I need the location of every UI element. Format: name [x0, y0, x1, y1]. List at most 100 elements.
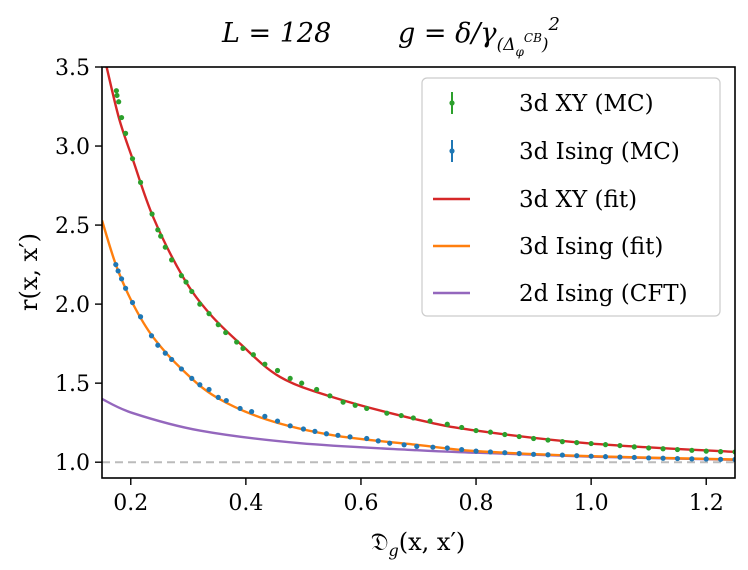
y-tick-label: 1.0	[55, 451, 90, 476]
data-point-3d-ising-mc	[401, 442, 407, 448]
data-point-3d-ising-mc	[223, 397, 229, 404]
data-point-3d-xy-mc	[197, 301, 203, 307]
data-point-3d-ising-mc	[364, 435, 370, 442]
data-point-3d-ising-mc	[323, 431, 330, 437]
data-point-3d-xy-mc	[189, 288, 195, 295]
data-point-3d-xy-mc	[113, 88, 119, 94]
data-point-3d-xy-mc	[340, 399, 346, 405]
data-point-3d-ising-mc	[487, 449, 494, 455]
data-point-3d-ising-mc	[689, 456, 695, 462]
data-point-3d-ising-mc	[430, 444, 436, 450]
data-point-3d-ising-mc	[197, 382, 203, 388]
series-line-2d-ising-cft	[102, 397, 735, 462]
data-point-3d-xy-mc	[410, 415, 416, 421]
data-point-3d-ising-mc	[169, 356, 175, 363]
data-point-3d-xy-mc	[206, 311, 212, 317]
data-point-3d-xy-mc	[718, 449, 724, 455]
data-point-3d-xy-mc	[234, 339, 240, 345]
data-point-3d-ising-mc	[115, 268, 121, 274]
title-right-subsup: CB	[524, 31, 542, 45]
data-point-3d-xy-mc	[473, 427, 479, 434]
data-point-3d-xy-mc	[158, 233, 164, 239]
x-tick-label: 0.4	[228, 491, 263, 516]
data-point-3d-ising-mc	[148, 333, 155, 339]
data-point-3d-xy-mc	[129, 156, 136, 162]
data-point-3d-ising-mc	[718, 456, 724, 462]
data-point-3d-xy-mc	[646, 445, 652, 451]
data-point-3d-xy-mc	[314, 386, 320, 393]
data-point-3d-xy-mc	[352, 402, 358, 408]
data-point-3d-xy-mc	[502, 431, 508, 438]
data-point-3d-xy-mc	[149, 211, 155, 217]
data-point-3d-xy-mc	[427, 418, 433, 424]
data-point-3d-ising-mc	[237, 405, 243, 412]
data-point-3d-ising-mc	[414, 443, 420, 449]
x-tick-label: 1.0	[574, 491, 609, 516]
data-point-3d-ising-mc	[375, 438, 381, 444]
data-point-3d-ising-mc	[660, 455, 666, 461]
data-point-3d-xy-mc	[398, 412, 404, 419]
data-point-3d-ising-mc	[122, 285, 129, 291]
data-point-3d-ising-mc	[274, 418, 281, 424]
title-right-sub: (Δ	[497, 35, 516, 55]
data-point-3d-xy-mc	[574, 439, 580, 446]
data-point-3d-ising-mc	[646, 455, 652, 461]
x-tick-label: 0.8	[459, 491, 494, 516]
x-axis: 0.2 0.4 0.6 0.8 1.0 1.2	[113, 478, 724, 516]
data-point-3d-xy-mc	[183, 279, 189, 285]
data-point-3d-ising-mc	[155, 342, 161, 348]
data-point-3d-ising-mc	[300, 426, 307, 432]
legend-label-3d-xy-fit: 3d XY (fit)	[519, 187, 637, 213]
data-point-3d-xy-mc	[287, 375, 293, 382]
data-point-3d-ising-mc	[473, 448, 479, 454]
data-point-3d-ising-mc	[287, 423, 293, 429]
data-point-3d-ising-mc	[347, 434, 353, 440]
y-tick-label: 3.0	[55, 135, 90, 160]
data-point-3d-xy-mc	[703, 448, 709, 454]
legend-label-3d-xy-mc: 3d XY (MC)	[519, 91, 654, 117]
data-point-3d-xy-mc	[178, 273, 185, 279]
y-axis: 1.0 1.5 2.0 2.5 3.0 3.5	[55, 56, 102, 476]
data-point-3d-ising-mc	[249, 409, 255, 415]
title-right-sup: 2	[548, 14, 560, 35]
data-point-3d-ising-mc	[459, 446, 465, 453]
data-point-3d-xy-mc	[617, 442, 623, 449]
data-point-3d-ising-mc	[588, 453, 594, 459]
data-point-3d-xy-mc	[118, 114, 125, 121]
data-point-3d-ising-mc	[262, 413, 268, 419]
data-point-3d-xy-mc	[660, 446, 666, 452]
data-point-3d-xy-mc	[689, 447, 695, 453]
data-point-3d-xy-mc	[122, 130, 129, 136]
legend: 3d XY (MC) 3d Ising (MC) 3d XY (fit) 3d Isi…	[421, 77, 721, 317]
data-point-3d-xy-mc	[327, 393, 333, 399]
data-point-3d-ising-mc	[444, 445, 450, 451]
data-point-3d-xy-mc	[274, 367, 281, 374]
data-point-3d-ising-mc	[178, 366, 185, 372]
data-point-3d-xy-mc	[545, 437, 551, 443]
y-tick-label: 3.5	[55, 56, 90, 81]
data-point-3d-xy-mc	[114, 92, 120, 99]
x-label-rest: (x, x′)	[399, 528, 466, 556]
title-right-main: g = δ/γ	[398, 18, 497, 49]
data-point-3d-xy-mc	[240, 345, 246, 351]
title-right: g = δ/γ(ΔφCB)2	[398, 14, 560, 59]
data-point-3d-ising-mc	[559, 452, 565, 458]
chart-title: L = 128 g = δ/γ(ΔφCB)2	[221, 14, 560, 59]
x-label-main: 𝔇	[371, 528, 389, 556]
data-point-3d-xy-mc	[674, 446, 681, 453]
data-point-3d-ising-mc	[574, 453, 580, 459]
data-point-3d-ising-mc	[189, 375, 195, 382]
data-point-3d-xy-mc	[487, 429, 494, 435]
x-axis-label: 𝔇g(x, x′)	[371, 528, 466, 560]
data-point-3d-ising-mc	[335, 432, 341, 438]
data-point-3d-ising-mc	[215, 394, 221, 400]
data-point-3d-ising-mc	[206, 386, 212, 393]
x-tick-label: 0.2	[113, 491, 148, 516]
y-tick-label: 1.5	[55, 372, 90, 397]
data-point-3d-ising-mc	[312, 428, 318, 434]
data-point-3d-xy-mc	[116, 99, 122, 105]
data-point-3d-ising-mc	[602, 454, 609, 460]
data-point-3d-xy-mc	[588, 440, 594, 447]
data-point-3d-ising-mc	[162, 350, 168, 356]
